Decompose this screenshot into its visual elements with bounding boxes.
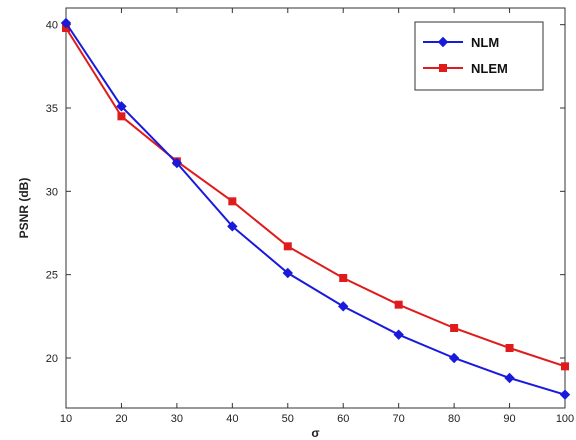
data-point-nlm bbox=[393, 329, 404, 340]
x-tick-label: 20 bbox=[115, 413, 127, 425]
data-point-nlm bbox=[227, 221, 238, 232]
legend-box bbox=[414, 21, 544, 91]
data-point-nlm bbox=[504, 372, 515, 384]
series-nlm bbox=[60, 17, 571, 400]
data-point-nlm bbox=[282, 267, 293, 279]
data-point-nlem bbox=[228, 197, 237, 206]
y-tick-label: 40 bbox=[46, 20, 58, 32]
legend: NLM NLEM bbox=[414, 21, 544, 91]
data-point-nlm bbox=[338, 301, 349, 312]
y-tick-label: 35 bbox=[46, 103, 58, 115]
x-tick-label: 90 bbox=[503, 413, 515, 425]
legend-marker-nlm bbox=[437, 36, 449, 48]
plot-frame bbox=[65, 7, 566, 409]
legend-label-nlem: NLEM bbox=[471, 61, 508, 76]
y-axis-label: PSNR (dB) bbox=[17, 178, 31, 239]
data-point-nlem bbox=[339, 274, 348, 282]
data-point-nlem bbox=[505, 344, 514, 352]
y-tick-label: 20 bbox=[46, 353, 58, 365]
data-point-nlem bbox=[561, 362, 569, 371]
data-point-nlem bbox=[117, 112, 126, 121]
x-tick-label: 40 bbox=[226, 413, 238, 425]
y-tick-label: 25 bbox=[46, 270, 58, 282]
data-point-nlm bbox=[559, 389, 571, 400]
data-point-nlem bbox=[394, 300, 403, 309]
legend-marker-nlem bbox=[439, 64, 447, 72]
y-tick-label: 30 bbox=[46, 186, 58, 198]
data-point-nlm bbox=[116, 101, 127, 112]
x-axis-label: σ bbox=[311, 426, 319, 440]
x-tick-label: 50 bbox=[282, 413, 294, 425]
data-point-nlm bbox=[60, 17, 72, 29]
data-point-nlem bbox=[450, 324, 459, 332]
x-tick-label: 10 bbox=[60, 413, 72, 425]
data-point-nlm bbox=[448, 352, 460, 364]
plot-layer: 10 20 30 40 50 60 70 80 90 100 20 25 30 35 40 bbox=[46, 7, 574, 425]
legend-label-nlm: NLM bbox=[471, 35, 499, 50]
x-tick-label: 80 bbox=[448, 413, 460, 425]
series-line-nlm bbox=[65, 22, 566, 396]
x-tick-label: 70 bbox=[393, 413, 405, 425]
data-point-nlm bbox=[171, 157, 183, 169]
x-tick-label: 60 bbox=[337, 413, 349, 425]
series-line-nlem bbox=[65, 27, 566, 368]
x-tick-label: 30 bbox=[171, 413, 183, 425]
x-tick-label: 100 bbox=[556, 413, 574, 425]
data-point-nlem bbox=[283, 242, 292, 251]
